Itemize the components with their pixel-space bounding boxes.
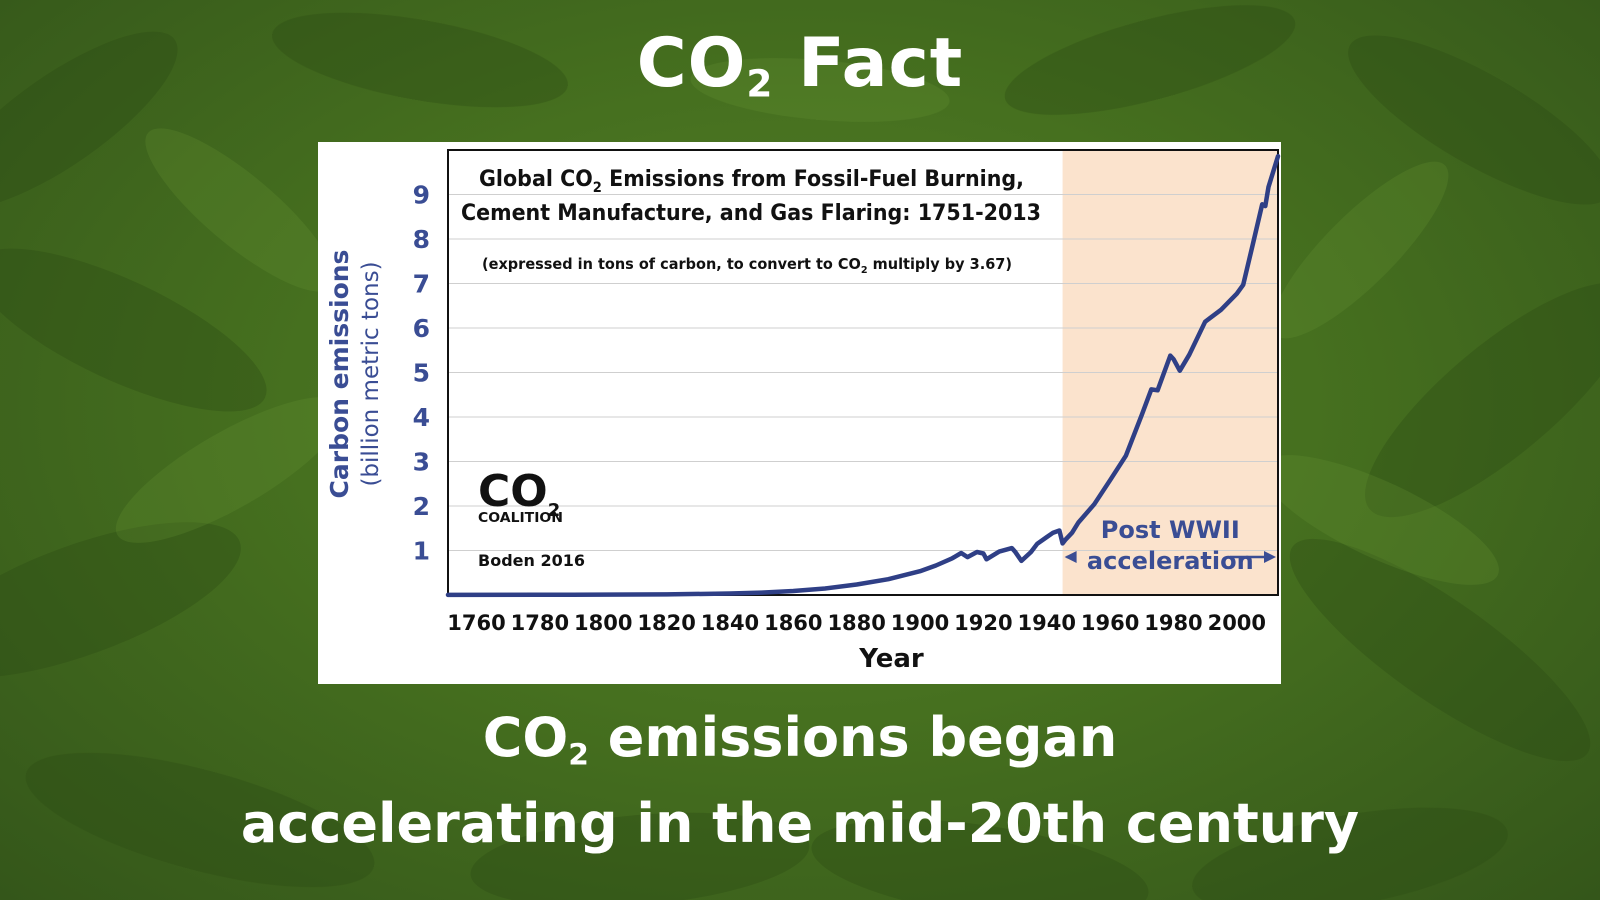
y-tick-label: 9 (413, 181, 430, 210)
y-tick-label: 7 (413, 270, 430, 299)
co2-coalition-logo-name: COALITION (478, 511, 563, 526)
x-tick-label: 1960 (1081, 611, 1139, 635)
y-tick-label: 2 (413, 492, 430, 521)
x-tick-label: 1760 (447, 611, 505, 635)
source-note: Boden 2016 (478, 551, 585, 570)
x-axis-label: Year (858, 644, 924, 674)
x-tick-label: 2000 (1208, 611, 1266, 635)
x-tick-label: 1840 (701, 611, 759, 635)
emissions-chart: 1 2 3 4 5 6 7 8 9 1760 1780 1800 1820 1840 1860 1880 190… (325, 149, 1281, 674)
y-tick-label: 1 (413, 537, 430, 566)
highlight-label-line-1: Post WWII (1101, 516, 1240, 544)
chart-title-line-2: Cement Manufacture, and Gas Flaring: 175… (461, 201, 1041, 226)
x-tick-label: 1980 (1144, 611, 1202, 635)
conversion-note: (expressed in tons of carbon, to convert… (482, 255, 1012, 276)
caption-line-1: CO2 emissions began (482, 706, 1118, 773)
y-tick-label: 3 (413, 448, 430, 477)
x-tick-label: 1800 (574, 611, 632, 635)
plot-area-frame (447, 149, 1279, 596)
y-axis-sublabel: (billion metric tons) (358, 261, 384, 486)
x-tick-label: 1820 (637, 611, 695, 635)
highlight-label-line-2: acceleration (1087, 547, 1254, 575)
caption-line-2: accelerating in the mid-20th century (240, 792, 1360, 855)
x-tick-label: 1860 (764, 611, 822, 635)
y-tick-label: 6 (413, 314, 430, 343)
arrow-right-head (1264, 551, 1276, 563)
x-tick-label: 1780 (511, 611, 569, 635)
emissions-series-line (445, 153, 1281, 598)
chart-card: 1 2 3 4 5 6 7 8 9 1760 1780 1800 1820 1840 1860 1880 190… (318, 142, 1281, 684)
x-tick-label: 1900 (891, 611, 949, 635)
x-tick-label: 1920 (954, 611, 1012, 635)
arrow-left-head (1064, 551, 1077, 563)
y-tick-label: 8 (413, 225, 430, 254)
x-tick-label: 1880 (827, 611, 885, 635)
slide-title: CO2 Fact (636, 24, 964, 106)
x-tick-label: 1940 (1018, 611, 1076, 635)
chart-title-line-1: Global CO2 Emissions from Fossil-Fuel Bu… (479, 167, 1024, 196)
y-tick-label: 4 (413, 403, 430, 432)
y-axis-label: Carbon emissions (325, 250, 354, 499)
co2-coalition-logo: CO2 (478, 466, 560, 521)
y-tick-label: 5 (413, 359, 430, 388)
